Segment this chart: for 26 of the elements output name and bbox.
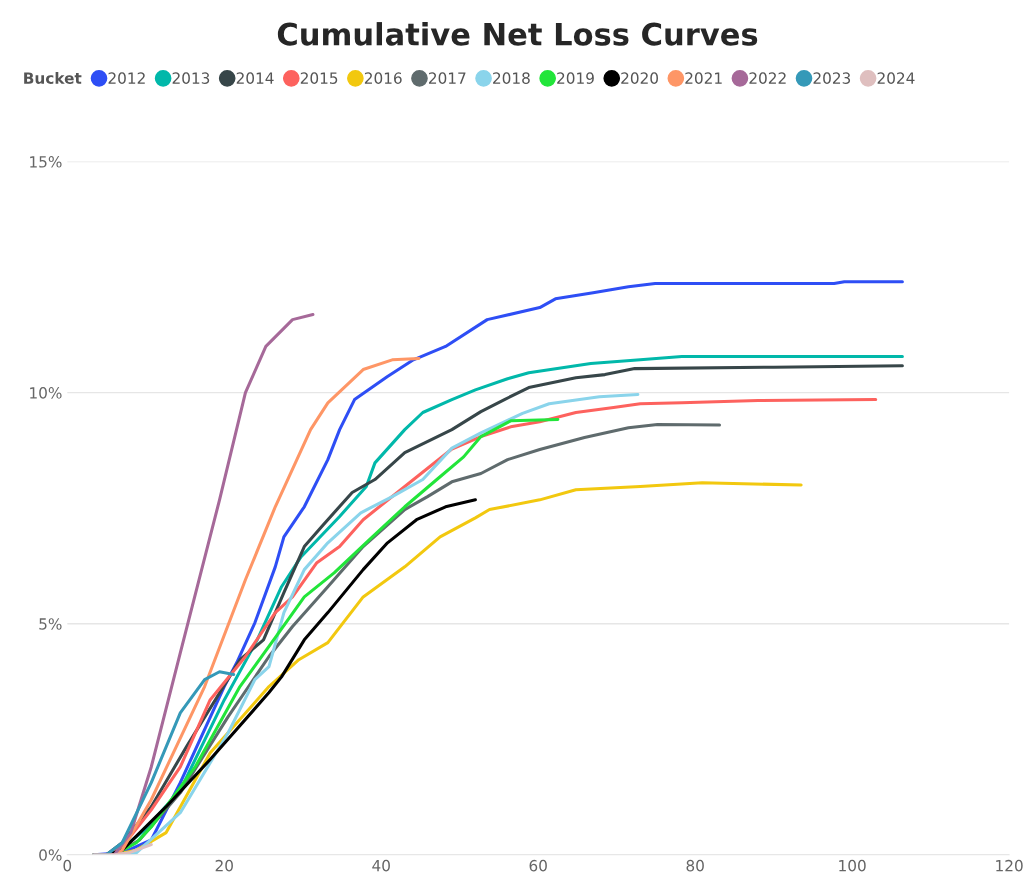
legend-label: 2020 [621, 72, 659, 84]
legend-label: 2012 [108, 72, 145, 84]
x-tick-label: 40 [372, 859, 390, 872]
legend-label: 2019 [557, 72, 594, 84]
legend-label: 2018 [493, 72, 530, 84]
y-tick-label: 5% [39, 618, 62, 630]
legend-label: 2021 [685, 72, 722, 84]
y-tick-label: 15% [30, 156, 62, 168]
legend-label: 2022 [749, 72, 786, 84]
legend-label: 2015 [300, 72, 338, 84]
x-tick-label: 120 [996, 859, 1023, 872]
legend-title: Bucket [24, 72, 82, 84]
x-tick-label: 100 [839, 859, 866, 872]
x-tick-label: 60 [529, 859, 547, 872]
legend-label: 2017 [428, 72, 466, 84]
legend-label: 2023 [813, 72, 851, 84]
chart-title: Cumulative Net Loss Curves [277, 22, 758, 46]
x-tick-label: 80 [686, 859, 704, 872]
legend-label: 2016 [364, 72, 402, 84]
legend-label: 2014 [236, 72, 274, 84]
legend-label: 2013 [172, 72, 210, 84]
legend-label: 2024 [877, 72, 915, 84]
x-tick-label: 0 [63, 859, 72, 872]
x-tick-label: 20 [215, 859, 233, 872]
y-tick-label: 0% [39, 849, 62, 861]
y-tick-label: 10% [30, 387, 62, 399]
